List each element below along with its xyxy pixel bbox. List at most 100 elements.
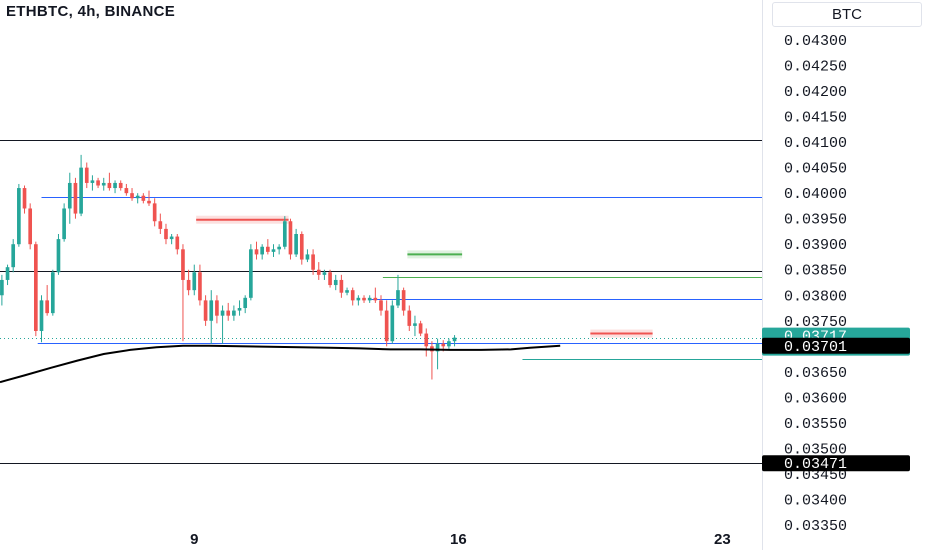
candle-body: [220, 310, 225, 316]
candle-body: [249, 249, 253, 298]
candle-body: [441, 343, 446, 347]
candle-body: [413, 323, 417, 326]
chart-title: ETHBTC, 4h, BINANCE: [6, 3, 176, 20]
candle-body: [62, 208, 66, 240]
candle-body: [435, 343, 440, 352]
candle-body: [288, 221, 293, 255]
y-tick-label: 0.04200: [784, 84, 847, 101]
candle-body: [277, 246, 281, 250]
y-tick-label: 0.03750: [784, 314, 847, 331]
y-tick-label: 0.03800: [784, 288, 847, 305]
y-tick-label: 0.03600: [784, 390, 847, 407]
candle-body: [379, 300, 383, 311]
candle-body: [79, 167, 83, 214]
y-tick-label: 0.03350: [784, 518, 847, 535]
candle-body: [147, 200, 151, 204]
candle-body: [0, 279, 4, 296]
candle-body: [237, 308, 242, 311]
candle-body: [390, 305, 395, 342]
candle-body: [322, 272, 327, 275]
candle-body: [384, 310, 389, 342]
candle-body: [175, 236, 180, 250]
candle-body: [226, 310, 231, 316]
y-tick-label: 0.03850: [784, 263, 847, 280]
candle-body: [356, 297, 361, 301]
candle-body: [169, 236, 174, 240]
candle-body: [294, 234, 298, 255]
candle-body: [345, 290, 349, 293]
candle-body: [232, 310, 236, 316]
candle-body: [373, 297, 378, 301]
candle-body: [67, 182, 72, 209]
candle-body: [152, 203, 157, 222]
candle-body: [22, 188, 27, 209]
candle-body: [73, 182, 78, 214]
candle-body: [328, 272, 332, 286]
candle-body: [124, 188, 129, 194]
candle-body: [266, 246, 270, 252]
candle-body: [401, 290, 406, 311]
currency-button[interactable]: BTC: [772, 2, 922, 27]
candle-body: [50, 272, 55, 314]
candle-body: [96, 180, 100, 186]
x-tick-label: 23: [714, 531, 731, 548]
candle-body: [11, 244, 16, 268]
price-badge: [762, 455, 910, 472]
candle-body: [118, 182, 123, 189]
y-tick-label: 0.03400: [784, 492, 847, 509]
candle-body: [45, 300, 49, 314]
candle-body: [339, 279, 344, 293]
candle-body: [28, 208, 33, 245]
candle-body: [107, 182, 112, 189]
y-tick-label: 0.03550: [784, 416, 847, 433]
candle-body: [56, 239, 61, 273]
y-tick-label: 0.03900: [784, 237, 847, 254]
candle-body: [452, 337, 457, 342]
candle-body: [198, 272, 202, 301]
candle-body: [209, 300, 214, 321]
candle-body: [84, 167, 89, 183]
candle-body: [282, 221, 287, 247]
candle-body: [39, 300, 44, 331]
candle-body: [215, 300, 219, 316]
candle-body: [362, 297, 366, 301]
candle-body: [141, 195, 146, 201]
candle-body: [203, 300, 208, 321]
candle-body: [254, 249, 259, 255]
price-badge-value: 0.03701: [784, 339, 847, 356]
candle-body: [181, 249, 185, 280]
candle-body: [396, 290, 400, 306]
y-tick-label: 0.04250: [784, 59, 847, 76]
candle-body: [333, 279, 338, 286]
candle-body: [243, 297, 248, 309]
candle-body: [367, 297, 372, 301]
candle-body: [192, 272, 197, 291]
price-badge-value: 0.03471: [784, 456, 847, 473]
x-tick-label: 9: [190, 531, 198, 548]
candle-body: [316, 269, 321, 275]
y-tick-label: 0.03650: [784, 365, 847, 382]
candle-body: [407, 310, 412, 326]
candle-body: [135, 195, 140, 199]
y-tick-label: 0.03950: [784, 212, 847, 229]
candle-body: [164, 228, 168, 240]
candle-body: [90, 180, 95, 183]
candle-body: [447, 341, 451, 347]
candle-body: [34, 244, 38, 331]
candle-body: [158, 221, 163, 229]
y-tick-label: 0.04050: [784, 161, 847, 178]
candle-body: [271, 249, 276, 252]
candle-body: [311, 254, 315, 270]
candle-body: [418, 323, 423, 334]
candle-body: [113, 182, 117, 189]
candle-body: [305, 254, 310, 260]
x-tick-label: 16: [450, 531, 467, 548]
candle-body: [101, 182, 106, 186]
candle-body: [130, 193, 134, 199]
candle-body: [17, 188, 21, 245]
y-tick-label: 0.04100: [784, 135, 847, 152]
candle-body: [5, 267, 10, 280]
y-tick-label: 0.04000: [784, 186, 847, 203]
candle-body: [424, 333, 429, 347]
